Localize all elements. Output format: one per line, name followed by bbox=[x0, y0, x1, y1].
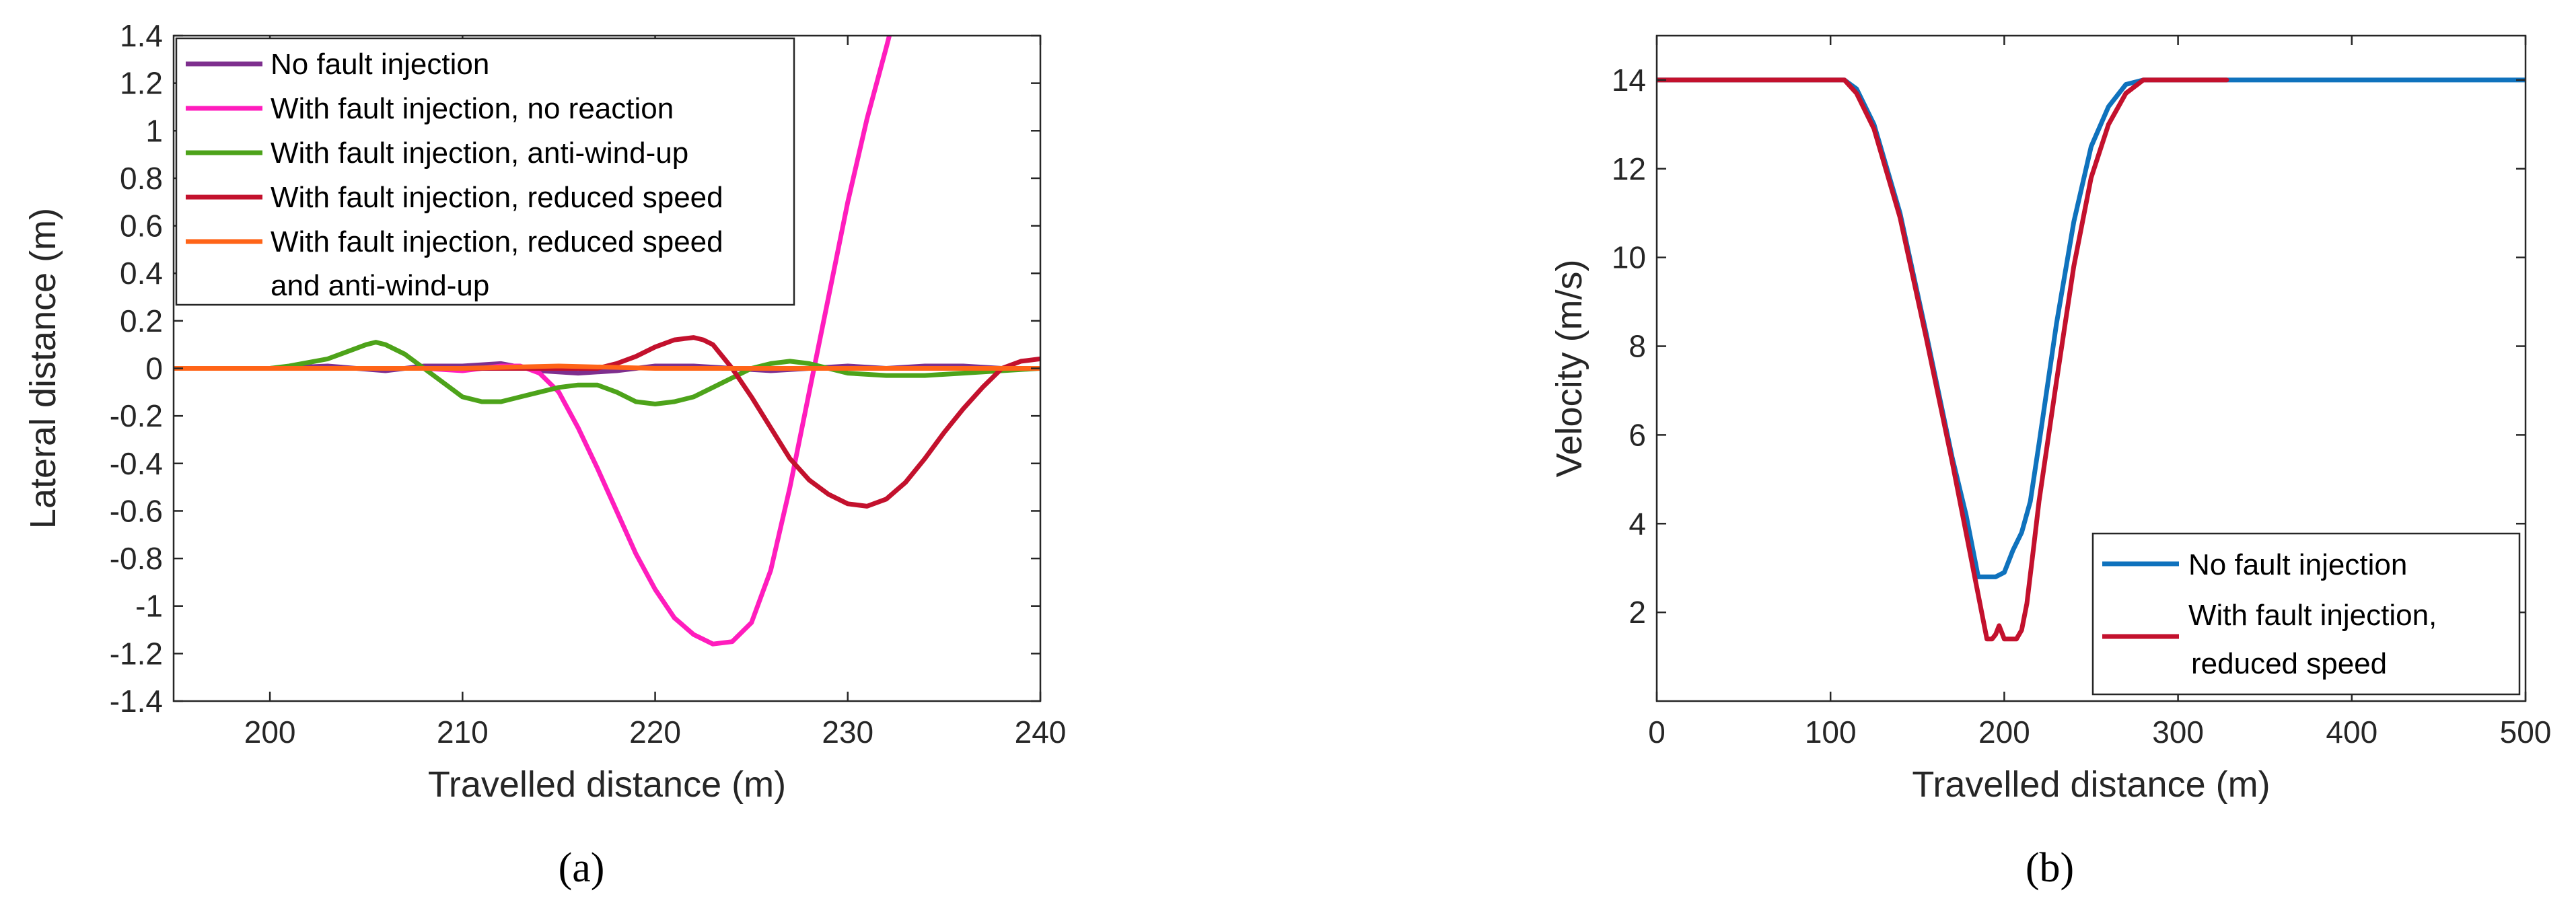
y-tick-label: -0.6 bbox=[110, 493, 163, 528]
legend-label: With fault injection, reduced speed bbox=[271, 181, 723, 214]
legend: No fault injection With fault injection, … bbox=[175, 37, 795, 306]
x-tick-label: 0 bbox=[1648, 715, 1666, 750]
y-tick-label: 1.4 bbox=[120, 18, 163, 53]
x-tick-label: 100 bbox=[1805, 715, 1857, 750]
y-tick-label: 8 bbox=[1629, 329, 1646, 364]
y-tick-label: 0.4 bbox=[120, 256, 163, 291]
y-tick-label: 0 bbox=[145, 351, 163, 386]
chart-b: 0 100 200 300 400 500 2 4 6 8 10 12 14 Travelled dist… bbox=[1549, 34, 2552, 891]
x-tick-label: 400 bbox=[2326, 715, 2377, 750]
x-tick-label: 200 bbox=[1978, 715, 2030, 750]
y-tick-label: -0.4 bbox=[110, 446, 163, 481]
y-tick-label: 2 bbox=[1629, 595, 1646, 630]
legend: No fault injection With fault injection, r… bbox=[2091, 532, 2521, 696]
y-tick-label: -0.2 bbox=[110, 398, 163, 433]
axes-box bbox=[1655, 34, 2527, 702]
legend-box bbox=[2091, 532, 2521, 696]
y-tick-label: -1 bbox=[135, 589, 163, 624]
y-tick-label: -1.2 bbox=[110, 636, 163, 671]
y-tick-label: -0.8 bbox=[110, 541, 163, 576]
series-line-5 bbox=[174, 363, 1040, 371]
y-tick-label: 14 bbox=[1612, 63, 1646, 98]
y-axis-label: Lateral distance (m) bbox=[23, 208, 63, 529]
panel-caption: (b) bbox=[2026, 845, 2074, 891]
legend-label: With fault injection, reduced speed bbox=[271, 225, 723, 258]
panel-caption: (a) bbox=[559, 845, 605, 891]
y-tick-label: 10 bbox=[1612, 240, 1646, 275]
y-tick-label: 4 bbox=[1629, 506, 1646, 541]
x-tick-label: 220 bbox=[629, 715, 681, 750]
y-tick-label: 1 bbox=[145, 113, 163, 148]
x-tick-label: 240 bbox=[1015, 715, 1067, 750]
legend-label: With fault injection, anti-wind-up bbox=[271, 137, 688, 170]
legend-label-cont: and anti-wind-up bbox=[271, 269, 489, 302]
x-tick-label: 200 bbox=[244, 715, 296, 750]
x-axis-label: Travelled distance (m) bbox=[428, 764, 786, 805]
legend-box bbox=[175, 37, 795, 306]
x-tick-label: 300 bbox=[2152, 715, 2204, 750]
y-tick-label: 0.8 bbox=[120, 161, 163, 196]
legend-label: No fault injection bbox=[2188, 548, 2407, 581]
y-tick-label: 1.2 bbox=[120, 66, 163, 101]
legend-label: With fault injection, bbox=[2188, 599, 2437, 632]
y-tick-label: 6 bbox=[1629, 417, 1646, 452]
y-tick-label: -1.4 bbox=[110, 684, 163, 719]
y-tick-label: 12 bbox=[1612, 151, 1646, 186]
x-axis-label: Travelled distance (m) bbox=[1912, 764, 2270, 805]
chart-a: 200 210 220 230 240 -1.4 -1.2 -1 -0.8 -0.6 -0.4 -0.… bbox=[23, 18, 1067, 891]
y-tick-label: 0.6 bbox=[120, 209, 163, 244]
x-tick-label: 230 bbox=[822, 715, 873, 750]
x-tick-label: 210 bbox=[437, 715, 489, 750]
legend-label: With fault injection, no reaction bbox=[271, 92, 674, 125]
series-line-2 bbox=[1657, 77, 2229, 642]
y-axis-label: Velocity (m/s) bbox=[1549, 259, 1589, 477]
legend-label-cont: reduced speed bbox=[2191, 647, 2387, 680]
x-tick-label: 500 bbox=[2500, 715, 2552, 750]
y-tick-label: 0.2 bbox=[120, 303, 163, 338]
legend-label: No fault injection bbox=[271, 48, 489, 81]
